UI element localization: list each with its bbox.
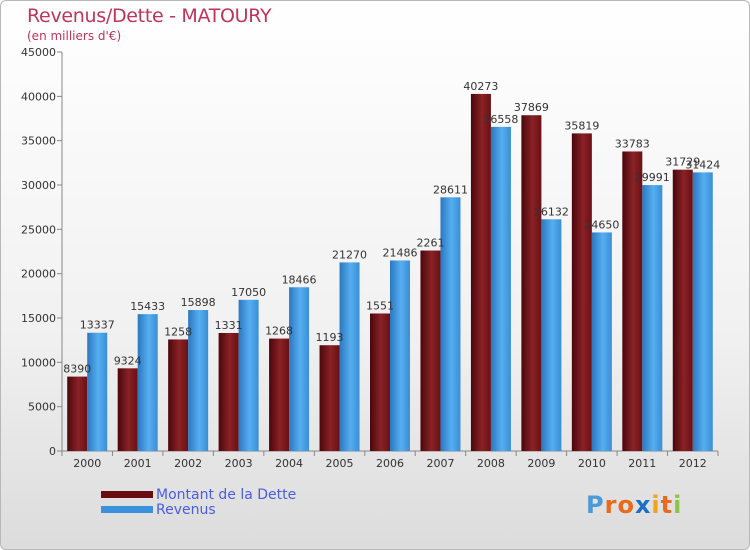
data-label-revenus: 36558 (483, 113, 518, 126)
bar-dette (420, 250, 441, 451)
y-tick-label: 0 (49, 445, 56, 458)
data-label-dette: 1193 (316, 331, 344, 344)
data-label-revenus: 21270 (332, 248, 367, 261)
bar-dette (168, 339, 189, 451)
y-tick-label: 30000 (21, 179, 56, 192)
x-tick-label: 2003 (225, 457, 253, 470)
bar-dette (470, 93, 491, 452)
bar-dette (218, 332, 239, 451)
bar-revenus (692, 172, 713, 451)
bar-revenus (591, 232, 612, 451)
x-tick-label: 2007 (426, 457, 454, 470)
legend-item-dette: Montant de la Dette (101, 486, 297, 503)
data-label-revenus: 26132 (534, 205, 569, 218)
logo-letter: i (651, 491, 661, 519)
logo-letter: x (634, 491, 652, 519)
y-tick-label: 15000 (21, 312, 56, 325)
y-tick-label: 25000 (21, 223, 56, 236)
legend-swatch-revenus (101, 506, 153, 513)
data-label-dette: 1258 (164, 325, 192, 338)
x-tick-label: 2008 (477, 457, 505, 470)
bar-revenus (87, 332, 108, 451)
bar-revenus (137, 314, 158, 451)
chart-subtitle: (en milliers d'€) (27, 29, 122, 43)
x-tick-label: 2011 (628, 457, 656, 470)
bar-dette (571, 133, 592, 452)
bar-dette (622, 151, 643, 451)
logo-letter: P (586, 491, 605, 519)
data-label-dette: 37869 (514, 101, 549, 114)
data-label-dette: 8390 (63, 363, 91, 376)
data-label-dette: 35819 (564, 119, 599, 132)
y-tick-label: 5000 (28, 401, 56, 414)
data-label-revenus: 18466 (282, 273, 317, 286)
data-label-revenus: 21486 (383, 246, 418, 259)
data-label-dette: 40273 (463, 80, 498, 93)
legend-swatch-dette (101, 491, 153, 498)
legend-item-revenus: Revenus (101, 501, 296, 518)
data-label-dette: 9324 (114, 354, 142, 367)
bar-dette (269, 338, 290, 451)
bar-dette (370, 313, 390, 451)
bar-revenus (339, 262, 360, 451)
x-tick-label: 2006 (376, 457, 404, 470)
data-label-revenus: 24650 (584, 218, 619, 231)
bar-revenus (541, 219, 562, 451)
data-label-dette: 1331 (215, 319, 243, 332)
legend: Montant de la Dette Revenus (101, 486, 297, 518)
legend-label-dette: Montant de la Dette (156, 486, 297, 503)
x-tick-label: 2000 (73, 457, 101, 470)
data-label-revenus: 29991 (635, 171, 670, 184)
x-tick-label: 2009 (527, 457, 555, 470)
logo-letter: r (604, 491, 618, 519)
bar-revenus (490, 126, 511, 451)
x-tick-label: 2012 (679, 457, 707, 470)
bar-revenus (390, 260, 410, 451)
logo-letter: t (660, 491, 674, 519)
data-label-revenus: 28611 (433, 183, 468, 196)
data-label-revenus: 31424 (685, 158, 720, 171)
y-tick-label: 45000 (21, 46, 56, 59)
data-label-dette: 1268 (265, 325, 293, 338)
bar-revenus (440, 197, 461, 451)
bar-dette (521, 115, 542, 451)
x-tick-label: 2001 (124, 457, 152, 470)
x-tick-label: 2002 (174, 457, 202, 470)
logo-letter: i (673, 491, 683, 519)
y-tick-label: 20000 (21, 268, 56, 281)
data-label-revenus: 15898 (181, 296, 216, 309)
data-label-dette: 2261 (416, 237, 444, 250)
bar-revenus (289, 287, 310, 451)
proxiti-logo: Proxiti (586, 491, 682, 519)
x-tick-label: 2010 (578, 457, 606, 470)
data-label-dette: 1551 (366, 299, 394, 312)
bar-revenus (238, 299, 259, 451)
data-label-revenus: 15433 (130, 300, 165, 313)
data-label-revenus: 13337 (80, 319, 115, 332)
bar-dette (67, 376, 88, 451)
bar-dette (117, 368, 138, 451)
x-tick-label: 2004 (275, 457, 303, 470)
bar-revenus (188, 310, 209, 451)
data-label-dette: 33783 (615, 137, 650, 150)
logo-letter: o (617, 491, 635, 519)
bar-dette (672, 169, 693, 451)
y-tick-label: 10000 (21, 356, 56, 369)
data-label-dette: 31729 (665, 156, 700, 169)
y-tick-label: 40000 (21, 90, 56, 103)
data-label-revenus: 17050 (231, 286, 266, 299)
legend-label-revenus: Revenus (156, 501, 216, 518)
bar-revenus (642, 185, 663, 451)
y-tick-label: 35000 (21, 135, 56, 148)
chart-title: Revenus/Dette - MATOURY (27, 5, 272, 27)
bar-dette (319, 345, 340, 451)
x-tick-label: 2005 (326, 457, 354, 470)
